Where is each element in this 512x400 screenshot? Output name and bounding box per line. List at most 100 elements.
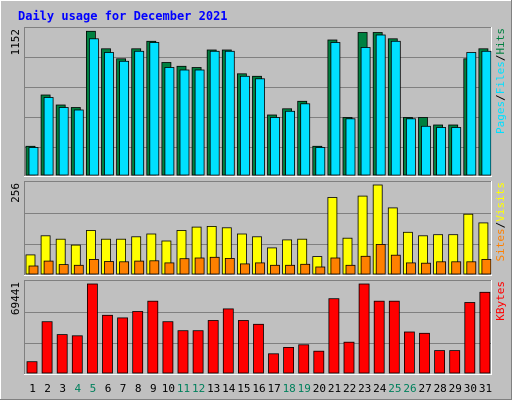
bar-sites-2 [43, 260, 54, 275]
bar-sites-16 [255, 262, 265, 275]
bar-sites-31 [481, 258, 492, 275]
bar-kbytes-26 [403, 331, 415, 374]
bar-kbytes-6 [102, 314, 113, 374]
x-tick-label: 22 [343, 382, 356, 395]
bar-kbytes-22 [343, 341, 355, 374]
bar-files-3 [58, 107, 69, 176]
bar-files-18 [285, 110, 296, 176]
bar-sites-26 [405, 262, 416, 275]
bar-kbytes-28 [434, 350, 446, 374]
x-tick-label: 29 [449, 382, 462, 395]
bar-sites-18 [285, 264, 296, 275]
bar-kbytes-7 [117, 317, 128, 374]
x-axis-labels: 1 2 3 4 5 6 7 8 9 10 11 12 13 14 15 16 17 18 19 20 21 22 23 24 2… [29, 382, 492, 395]
x-tick-label: 12 [192, 382, 205, 395]
panel-hits-ymax-label: 1152 [9, 29, 22, 56]
bar-sites-14 [224, 257, 235, 275]
bar-sites-24 [375, 243, 386, 275]
panel-visits-ymax-label: 256 [9, 183, 22, 203]
bar-kbytes-9 [147, 300, 159, 374]
bar-kbytes-8 [132, 311, 144, 374]
legend-entry: Hits [494, 28, 507, 55]
bar-files-7 [119, 60, 129, 176]
x-tick-label: 30 [464, 382, 477, 395]
x-tick-label: 23 [358, 382, 371, 395]
panel-kbytes-legend: KBytes [494, 281, 507, 321]
legend-entry: Pages [494, 101, 507, 134]
bar-kbytes-21 [328, 298, 340, 374]
bar-kbytes-12 [192, 330, 204, 374]
bar-files-6 [104, 52, 114, 176]
bar-sites-15 [239, 263, 250, 275]
bar-sites-11 [179, 258, 190, 275]
x-tick-label: 18 [283, 382, 296, 395]
bar-kbytes-18 [283, 346, 295, 374]
bar-files-13 [209, 50, 220, 176]
bar-files-29 [451, 127, 462, 176]
x-tick-label: 24 [373, 382, 387, 395]
x-tick-label: 25 [388, 382, 401, 395]
x-tick-label: 16 [252, 382, 265, 395]
bar-files-5 [89, 38, 99, 176]
bar-sites-17 [270, 264, 280, 275]
bar-kbytes-31 [479, 291, 491, 374]
x-tick-label: 1 [29, 382, 36, 395]
x-tick-label: 14 [222, 382, 236, 395]
bar-sites-1 [28, 265, 39, 275]
x-tick-label: 11 [177, 382, 190, 395]
bar-files-24 [375, 34, 386, 176]
bar-sites-21 [330, 257, 341, 275]
bar-files-8 [134, 50, 145, 176]
bar-files-25 [390, 40, 401, 176]
x-tick-label: 9 [150, 382, 157, 395]
bar-files-10 [164, 67, 175, 176]
x-tick-label: 20 [313, 382, 326, 395]
bar-kbytes-13 [207, 320, 219, 374]
bar-files-27 [421, 125, 431, 176]
bar-sites-8 [134, 260, 145, 275]
x-tick-label: 26 [403, 382, 416, 395]
bar-kbytes-23 [358, 283, 370, 374]
bar-kbytes-5 [87, 283, 98, 374]
bar-kbytes-16 [253, 323, 264, 374]
x-tick-label: 17 [267, 382, 280, 395]
chart-title: Daily usage for December 2021 [18, 9, 228, 23]
bar-files-19 [300, 103, 311, 176]
bar-files-4 [73, 109, 84, 176]
bar-kbytes-27 [419, 332, 430, 374]
bar-files-11 [179, 69, 190, 176]
x-tick-label: 19 [298, 382, 311, 395]
bar-kbytes-30 [464, 302, 476, 374]
legend-entry: KBytes [494, 281, 507, 321]
bar-sites-9 [149, 260, 160, 275]
bar-kbytes-24 [373, 300, 385, 374]
x-tick-label: 15 [237, 382, 250, 395]
panel-kbytes-ymax-label: 69441 [9, 282, 22, 315]
x-tick-label: 27 [418, 382, 431, 395]
bar-sites-25 [390, 254, 401, 275]
bar-sites-7 [119, 261, 129, 275]
panel-visits: 256 Sites/Visits [9, 181, 507, 276]
x-tick-label: 10 [162, 382, 175, 395]
bar-sites-20 [315, 266, 326, 275]
bar-files-12 [194, 69, 205, 176]
bar-files-17 [270, 117, 280, 176]
bar-kbytes-29 [449, 350, 461, 374]
bar-files-31 [481, 50, 492, 176]
x-tick-label: 28 [434, 382, 447, 395]
bar-files-16 [255, 78, 265, 176]
bar-kbytes-17 [268, 353, 279, 374]
bar-kbytes-1 [26, 361, 38, 374]
bar-kbytes-3 [56, 334, 68, 374]
bar-kbytes-4 [71, 335, 83, 374]
bar-sites-22 [345, 264, 356, 275]
x-tick-label: 31 [479, 382, 492, 395]
bar-sites-23 [360, 255, 371, 275]
bar-kbytes-20 [313, 350, 325, 374]
bar-kbytes-11 [177, 330, 189, 374]
legend-entry: / [494, 94, 507, 101]
bar-files-21 [330, 42, 341, 176]
bar-files-2 [43, 97, 54, 176]
bar-kbytes-15 [237, 320, 249, 374]
bar-sites-30 [466, 261, 477, 275]
